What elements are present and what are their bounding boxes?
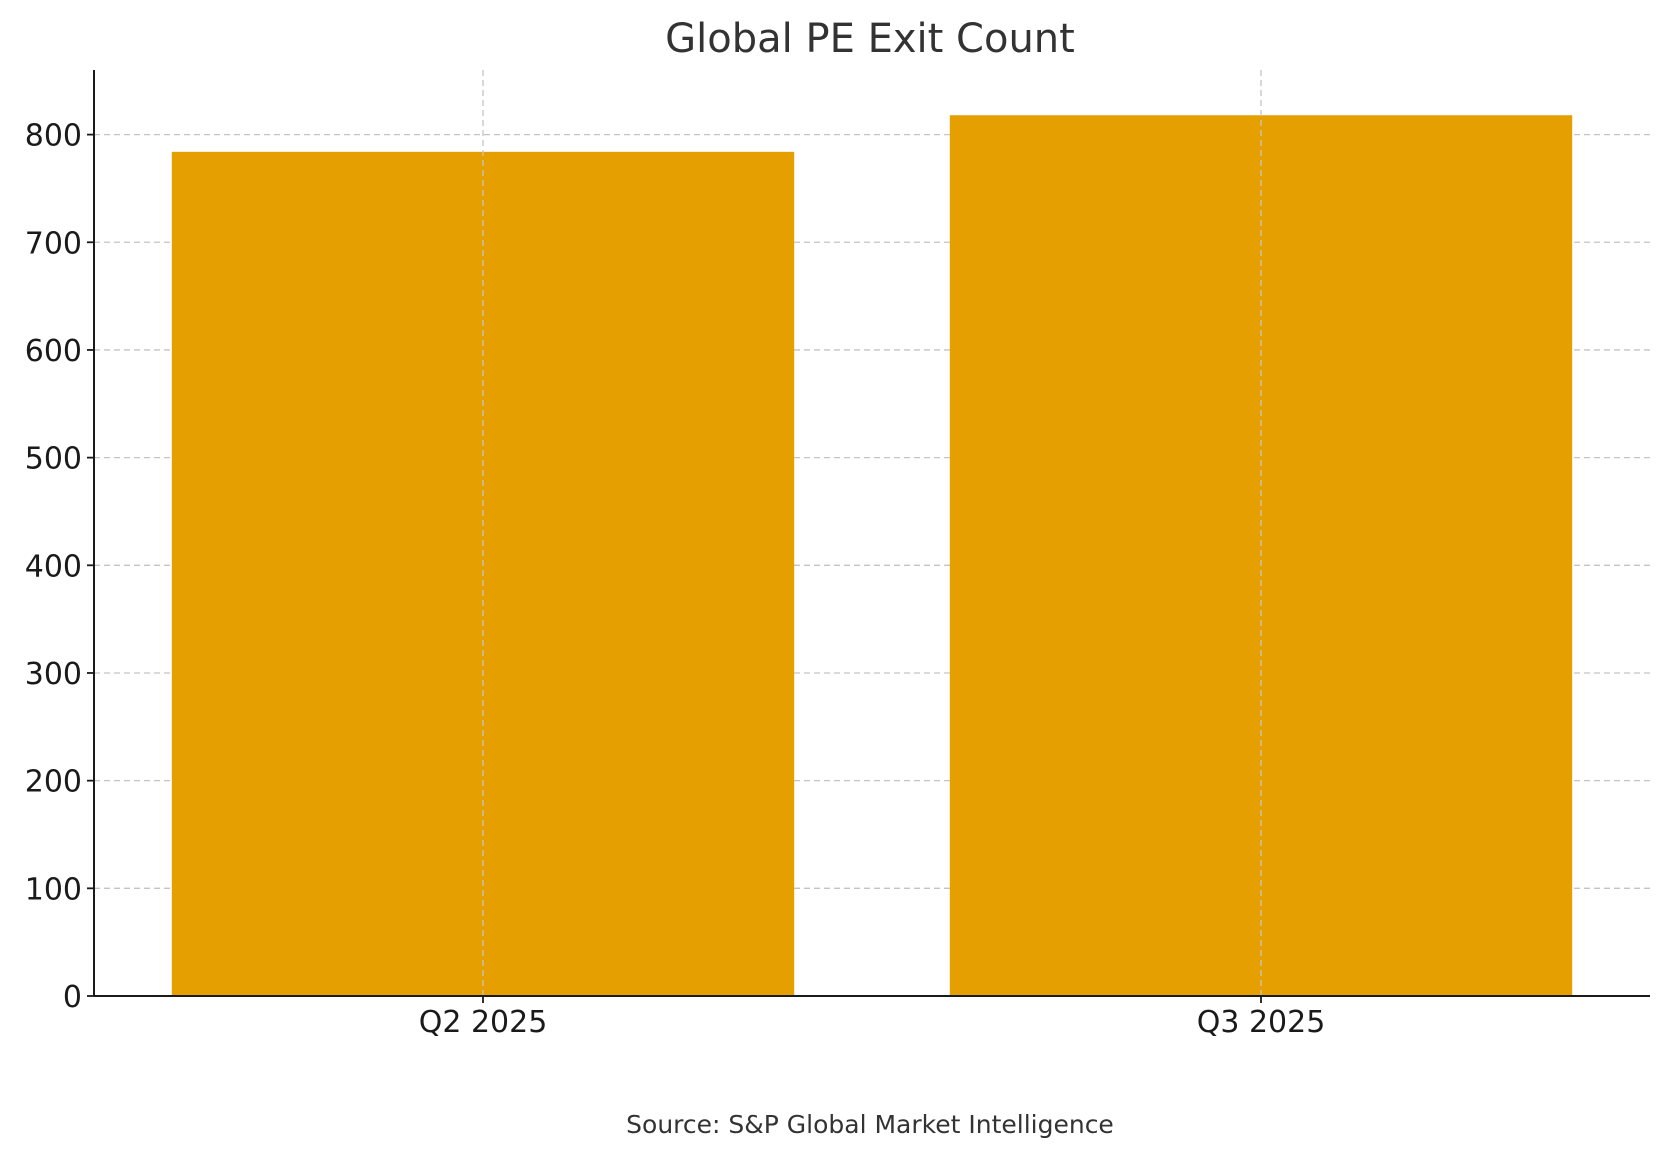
- y-tick-label: 600: [25, 334, 82, 369]
- x-tick-label: Q2 2025: [419, 1005, 548, 1040]
- y-tick-label: 200: [25, 765, 82, 800]
- y-tick-labels: 0 100 200 300 400 500 600 700 800: [25, 119, 82, 1015]
- bars: [171, 70, 1573, 996]
- y-tick-label: 300: [25, 657, 82, 692]
- y-tick-label: 800: [25, 119, 82, 154]
- x-tick-label: Q3 2025: [1197, 1005, 1326, 1040]
- y-tick-label: 700: [25, 226, 82, 261]
- y-tick-label: 500: [25, 442, 82, 477]
- x-tick-labels: Q2 2025 Q3 2025: [419, 1005, 1326, 1040]
- axes: [87, 70, 1650, 1003]
- y-tick-label: 400: [25, 549, 82, 584]
- source-note: Source: S&P Global Market Intelligence: [626, 1110, 1114, 1139]
- y-tick-label: 100: [25, 872, 82, 907]
- y-tick-label: 0: [63, 980, 82, 1015]
- chart-title: Global PE Exit Count: [665, 16, 1075, 62]
